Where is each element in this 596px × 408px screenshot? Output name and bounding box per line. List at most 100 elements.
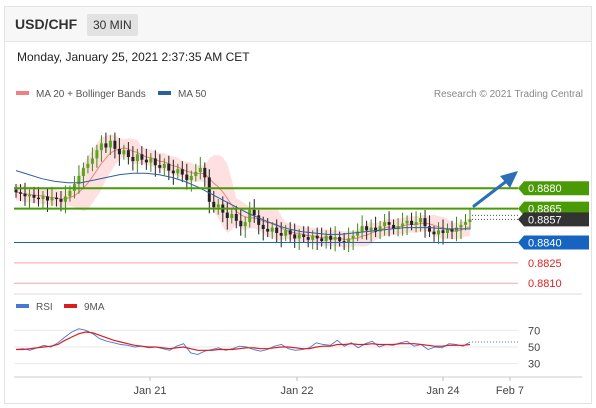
candle-body [14,189,18,193]
candle-body [185,174,189,180]
candle-body [279,233,283,236]
bollinger-band [16,133,470,248]
level-resistance-1-tag [518,201,589,216]
candle-body [432,231,436,235]
rsi-plot-area: 70 50 30 [14,325,540,371]
candle-body [437,230,440,235]
candle-body [356,231,360,236]
candle-body [86,163,90,168]
candle-body [167,163,171,171]
forecast-arrow [472,171,518,208]
candle-body [392,224,396,229]
candle-body [216,204,220,208]
candle-body [333,237,337,240]
research-credit: Research © 2021 Trading Central [434,89,583,100]
candle-body [108,140,112,148]
candle-body [131,157,135,162]
candle-body [365,226,369,231]
candle-body [288,230,292,235]
candle-body [284,230,288,236]
candle-body [468,219,472,223]
candle-body [383,222,387,227]
candle-body [19,192,22,194]
rsi-ma-line [16,331,471,351]
chart-datetime: Monday, January 25, 2021 2:37:35 AM CET [17,50,250,64]
rsi-tick-label: 30 [528,359,540,371]
level-last-price-tag [518,212,589,227]
candle-body [63,196,67,202]
candle-body [257,215,261,225]
widget-header: USD/CHF 30 MIN [5,7,591,42]
candle-body [158,165,162,168]
main-plot-area [14,132,518,252]
rsi-legend-swatch [16,304,29,308]
candle-body [446,228,449,233]
candle-body [374,227,378,232]
candle-body [122,150,126,155]
x-tick-label: Feb 7 [496,385,524,397]
level-resistance-2-label: 0.8880 [528,183,562,195]
bollinger-legend-label: MA 20 + Bollinger Bands [36,89,146,100]
rsi-tick-label: 70 [528,325,540,337]
candle-body [207,177,211,202]
candle-body [261,224,265,229]
candle-body [387,222,391,225]
candle-body [293,234,297,239]
candle-body [90,158,94,164]
candle-body [153,158,157,166]
candle-body [144,159,148,163]
candle-body [410,220,414,225]
candle-body [176,169,180,174]
level-resistance-2-tag [518,181,589,196]
candle-body [68,190,72,197]
level-pivot-label: 0.8840 [528,238,562,250]
candle-body [405,220,409,224]
rsi-tick-label: 50 [528,342,540,354]
candle-body [113,140,117,149]
candle-body [180,169,184,175]
candle-body [162,163,166,168]
candle-body [252,209,256,216]
timeframe-badge[interactable]: 30 MIN [87,14,138,36]
candle-body [297,234,301,239]
candle-body [212,201,216,208]
candle-body [55,197,58,200]
candle-body [275,227,279,233]
candle-body [248,209,252,223]
level-support-2-label: 0.8810 [528,278,562,290]
candle-body [414,222,418,225]
level-support-1-label: 0.8825 [528,258,562,270]
candle-body [459,224,463,228]
candle-body [306,237,310,240]
candle-body [270,227,274,232]
candle-body [455,227,458,232]
candle-body [351,235,355,239]
candle-body [140,154,144,160]
candle-body [41,196,45,200]
candle-body [441,230,445,233]
ma50-legend-swatch [158,91,171,95]
candle-body [239,220,243,227]
candle-body [464,222,467,225]
candle-body [401,223,405,227]
candle-body [99,143,103,151]
rsi-legend-label: RSI [36,302,53,313]
candle-body [266,228,270,232]
bollinger-legend-swatch [16,91,29,95]
x-tick-label: Jan 24 [426,385,459,397]
candle-body [230,214,234,219]
candle-body [342,241,346,243]
candle-body [117,148,121,155]
candle-body [338,237,342,242]
candle-body [329,235,333,240]
candle-body [149,158,153,163]
candle-body [225,212,229,218]
candle-body [324,235,328,242]
ma50-legend-label: MA 50 [178,89,207,100]
chart-widget: USD/CHF 30 MIN Monday, January 25, 2021 … [4,6,592,404]
rsi-ma-legend-label: 9MA [84,302,105,313]
candle-body [95,150,99,159]
candle-body [104,143,108,148]
candle-body [302,234,306,238]
